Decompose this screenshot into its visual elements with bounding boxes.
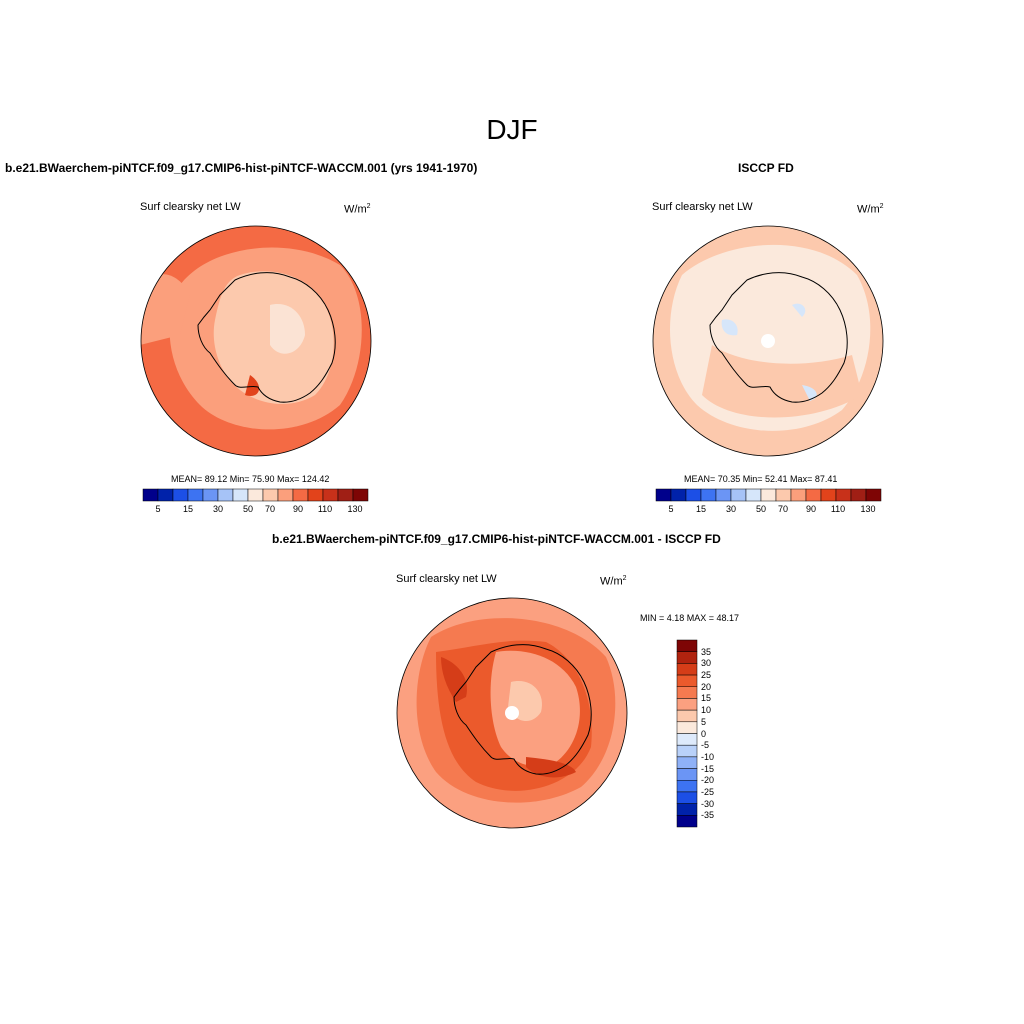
colorbar-swatch bbox=[820, 488, 837, 502]
colorbar-swatch bbox=[670, 488, 687, 502]
colorbar-swatch bbox=[676, 815, 698, 828]
panel3-tick: 35 bbox=[701, 646, 712, 657]
colorbar-swatch bbox=[232, 488, 249, 502]
panel2-units-label: W/m2 bbox=[857, 203, 884, 216]
panel1-colorbar-ticks: 5 15 30 50 70 90 110 130 bbox=[143, 504, 368, 518]
panel2-tick: 30 bbox=[725, 504, 737, 514]
panel3-tick: -30 bbox=[701, 798, 715, 809]
panel1-tick: 90 bbox=[292, 504, 304, 514]
panel1-tick: 70 bbox=[264, 504, 276, 514]
colorbar-swatch bbox=[262, 488, 279, 502]
panel1-tick: 30 bbox=[212, 504, 224, 514]
panel2-tick: 90 bbox=[805, 504, 817, 514]
panel2-tick: 5 bbox=[668, 504, 674, 514]
panel3-tick: 25 bbox=[701, 670, 712, 681]
panel3-tick: 15 bbox=[701, 693, 712, 704]
colorbar-swatch bbox=[655, 488, 672, 502]
colorbar-swatch bbox=[745, 488, 762, 502]
panel1-units-label: W/m2 bbox=[344, 203, 371, 216]
colorbar-swatch bbox=[715, 488, 732, 502]
panel3-case-title: b.e21.BWaerchem-piNTCF.f09_g17.CMIP6-his… bbox=[272, 532, 721, 546]
colorbar-swatch bbox=[142, 488, 159, 502]
panel3-tick: 30 bbox=[701, 658, 712, 669]
colorbar-swatch bbox=[322, 488, 339, 502]
panel2-stats: MEAN= 70.35 Min= 52.41 Max= 87.41 bbox=[684, 474, 838, 484]
panel3-tick: 0 bbox=[701, 728, 707, 739]
colorbar-swatch bbox=[202, 488, 219, 502]
panel3-tick: -15 bbox=[701, 763, 715, 774]
panel3-minmax: MIN = 4.18 MAX = 48.17 bbox=[640, 613, 740, 623]
colorbar-swatch bbox=[760, 488, 777, 502]
panel1-tick: 130 bbox=[347, 504, 363, 514]
panel3-tick: 10 bbox=[701, 705, 712, 716]
panel2-case-title: ISCCP FD bbox=[738, 161, 794, 175]
colorbar-swatch bbox=[292, 488, 309, 502]
panel3-units-label: W/m2 bbox=[600, 575, 627, 588]
panel1-variable-label: Surf clearsky net LW bbox=[140, 201, 241, 213]
page-title: DJF bbox=[486, 114, 538, 145]
panel2-colorbar bbox=[655, 488, 882, 502]
panel3-tick: -25 bbox=[701, 786, 715, 797]
colorbar-swatch bbox=[187, 488, 204, 502]
colorbar-swatch bbox=[790, 488, 807, 502]
panel2-polar-map bbox=[652, 225, 884, 457]
panel3-variable-label: Surf clearsky net LW bbox=[396, 573, 497, 585]
colorbar-swatch bbox=[805, 488, 822, 502]
panel3-tick: -35 bbox=[701, 810, 715, 821]
panel3-polar-map bbox=[396, 597, 628, 829]
colorbar-swatch bbox=[157, 488, 174, 502]
panel1-tick: 50 bbox=[242, 504, 254, 514]
panel2-tick: 70 bbox=[777, 504, 789, 514]
panel3-tick: -5 bbox=[701, 740, 710, 751]
colorbar-swatch bbox=[337, 488, 354, 502]
panel2-variable-label: Surf clearsky net LW bbox=[652, 201, 753, 213]
panel3-tick: -20 bbox=[701, 775, 715, 786]
colorbar-swatch bbox=[277, 488, 294, 502]
colorbar-swatch bbox=[685, 488, 702, 502]
colorbar-swatch bbox=[730, 488, 747, 502]
panel1-tick: 5 bbox=[155, 504, 161, 514]
colorbar-swatch bbox=[700, 488, 717, 502]
panel1-tick: 110 bbox=[317, 504, 333, 514]
colorbar-swatch bbox=[775, 488, 792, 502]
panel2-tick: 110 bbox=[830, 504, 846, 514]
panel2-tick: 130 bbox=[860, 504, 876, 514]
panel1-colorbar bbox=[142, 488, 369, 502]
colorbar-swatch bbox=[172, 488, 189, 502]
panel2-tick: 15 bbox=[695, 504, 707, 514]
colorbar-swatch bbox=[850, 488, 867, 502]
colorbar-swatch bbox=[217, 488, 234, 502]
colorbar-swatch bbox=[835, 488, 852, 502]
colorbar-swatch bbox=[247, 488, 264, 502]
panel3-colorbar-ticks: 35 30 25 20 15 10 5 0 -5 -10 -15 -20 -25… bbox=[677, 640, 737, 827]
panel2-colorbar-ticks: 5 15 30 50 70 90 110 130 bbox=[656, 504, 881, 518]
panel1-case-title: b.e21.BWaerchem-piNTCF.f09_g17.CMIP6-his… bbox=[5, 161, 478, 175]
panel3-colorbar bbox=[676, 639, 698, 828]
panel1-polar-map bbox=[140, 225, 372, 457]
colorbar-swatch bbox=[307, 488, 324, 502]
panel2-tick: 50 bbox=[755, 504, 767, 514]
panel1-tick: 15 bbox=[182, 504, 194, 514]
colorbar-swatch bbox=[865, 488, 882, 502]
panel1-stats: MEAN= 89.12 Min= 75.90 Max= 124.42 bbox=[171, 474, 330, 484]
panel3-tick: -10 bbox=[701, 751, 715, 762]
panel3-tick: 20 bbox=[701, 681, 712, 692]
panel3-tick: 5 bbox=[701, 716, 707, 727]
colorbar-swatch bbox=[352, 488, 369, 502]
